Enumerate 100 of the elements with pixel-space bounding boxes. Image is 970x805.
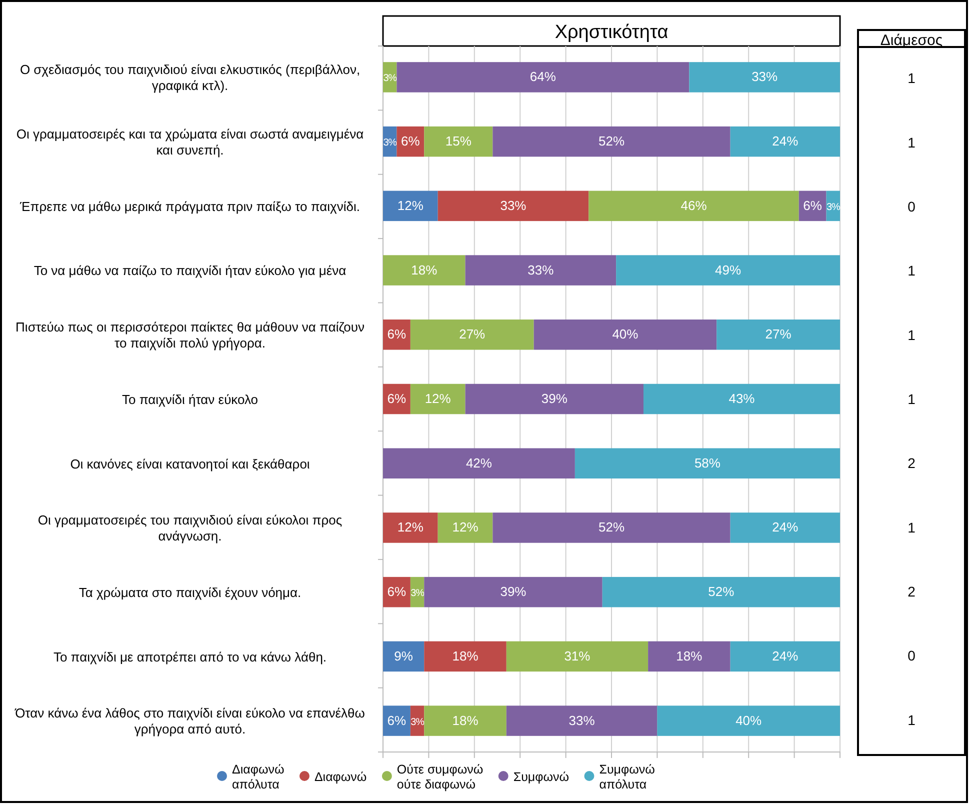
- data-label: 9%: [394, 648, 414, 664]
- bar: [383, 190, 438, 222]
- y-tick-label: Το να μάθω να παίζω το παιχνίδι ήταν εύκολο για μένα: [34, 263, 347, 278]
- data-label: 18%: [676, 648, 703, 664]
- legend-label: Συμφωνώ: [513, 770, 570, 784]
- data-label: 3%: [383, 138, 398, 149]
- text: 0: [908, 648, 916, 664]
- data-label: 12%: [424, 391, 452, 406]
- y-tick-label: Οι κανόνες είναι κατανοητοί και ξεκάθαροι: [70, 456, 310, 472]
- bar: [396, 62, 690, 92]
- data-label: 46%: [680, 198, 708, 213]
- bar: [438, 190, 589, 222]
- bar: [492, 126, 730, 157]
- bar: [602, 576, 840, 608]
- bar: [383, 512, 438, 543]
- data-label: 40%: [612, 326, 639, 342]
- y-tick-label: Τα χρώματα στο παιχνίδι έχουν νόημα.: [78, 584, 302, 600]
- bar: [689, 62, 840, 92]
- data-label: 3%: [410, 716, 425, 728]
- bar: [383, 255, 466, 286]
- text: 1: [908, 134, 916, 150]
- legend-label: Ούτε συμφωνώ ούτε διαφωνώ: [396, 762, 484, 792]
- data-label: 58%: [694, 455, 721, 470]
- y-tick-label: Το παιχνίδι ήταν εύκολο: [122, 392, 258, 407]
- bar: [465, 255, 616, 286]
- data-label: 52%: [598, 134, 625, 149]
- text: 1: [908, 712, 916, 728]
- data-label: 6%: [401, 134, 420, 149]
- bar: [716, 320, 840, 350]
- data-label: 6%: [387, 584, 407, 600]
- data-label: 24%: [772, 134, 799, 149]
- bar: [465, 384, 644, 414]
- data-label: 12%: [452, 520, 479, 535]
- y-tick-label: Το παιχνίδι με αποτρέπει από το να κάνω λάθη.: [53, 649, 327, 664]
- bar: [383, 448, 575, 478]
- data-label: 6%: [387, 326, 407, 342]
- bar: [730, 126, 840, 157]
- chart-title: Χρηστικότητα: [554, 22, 668, 43]
- text: Διάμεσος: [880, 32, 943, 49]
- text: 1: [908, 70, 916, 86]
- y-tick-label: Πιστεύω πως οι περισσότεροι παίκτες θα μάθουν να παίζουν το παιχνίδι πολύ γρήγορα.: [16, 320, 364, 351]
- y-tick-label: Οι γραμματοσειρές του παιχνιδιού είναι εύκολοι προς ανάγνωση.: [38, 512, 342, 544]
- data-label: 39%: [500, 584, 527, 600]
- y-tick-label: Όταν κάνω ένα λάθος στο παιχνίδι είναι εύκολο να επανέλθω γρήγορα από αυτό.: [14, 706, 365, 737]
- bar: [506, 641, 648, 672]
- data-label: 27%: [765, 326, 792, 342]
- bar: [616, 255, 840, 286]
- data-label: 6%: [387, 712, 407, 728]
- data-label: 49%: [715, 262, 742, 278]
- y-tick-label: Ο σχεδιασμός του παιχνιδιού είναι ελκυστικός (περιβάλλον, γραφικά κτλ).: [20, 62, 360, 94]
- data-label: 6%: [387, 391, 407, 406]
- data-label: 40%: [736, 712, 762, 728]
- data-label: 3%: [383, 73, 398, 84]
- legend-label: Διαφωνώ: [314, 770, 367, 784]
- text: 1: [908, 326, 916, 343]
- y-tick-label: Έπρεπε να μάθω μερικά πράγματα πριν παίξω το παιχνίδι.: [19, 198, 360, 214]
- bar: [383, 706, 410, 736]
- y-tick-label: Οι γραμματοσειρές και τα χρώματα είναι σωστά αναμειγμένα και συνεπή.: [16, 126, 364, 158]
- text: 2: [908, 584, 916, 600]
- bar: [574, 448, 840, 478]
- data-label: 43%: [728, 391, 756, 406]
- data-label: 18%: [452, 712, 479, 728]
- data-label: 27%: [459, 326, 486, 342]
- data-label: 24%: [772, 648, 799, 664]
- bar: [410, 384, 466, 414]
- bar: [730, 641, 840, 672]
- bar: [410, 320, 534, 350]
- text: 1: [908, 519, 916, 536]
- bar: [643, 384, 840, 414]
- data-label: 18%: [411, 262, 438, 278]
- bar: [657, 706, 840, 736]
- bar: [588, 190, 799, 222]
- bar: [424, 706, 506, 736]
- data-label: 31%: [564, 648, 591, 664]
- legend-label: Συμφωνώ απόλυτα: [599, 762, 656, 792]
- data-label: 52%: [708, 584, 735, 600]
- bar: [492, 512, 730, 543]
- data-label: 33%: [752, 69, 778, 84]
- bar: [506, 706, 658, 736]
- bar: [730, 512, 840, 543]
- data-label: 3%: [826, 202, 840, 213]
- bar: [438, 512, 493, 543]
- data-label: 18%: [452, 648, 479, 664]
- data-label: 24%: [772, 520, 799, 535]
- data-label: 39%: [541, 391, 568, 406]
- bar: [424, 126, 493, 157]
- data-label: 12%: [397, 520, 424, 535]
- data-label: 42%: [466, 455, 492, 470]
- bar: [383, 641, 424, 672]
- data-label: 3%: [410, 588, 425, 600]
- bar: [383, 320, 410, 350]
- data-label: 33%: [500, 198, 527, 213]
- bar: [424, 641, 506, 672]
- bar: [424, 576, 602, 608]
- bar: [648, 641, 730, 672]
- data-label: 33%: [528, 262, 554, 278]
- data-label: 15%: [445, 134, 472, 149]
- text: 0: [908, 198, 916, 214]
- data-label: 12%: [397, 198, 424, 213]
- text: 1: [908, 262, 916, 279]
